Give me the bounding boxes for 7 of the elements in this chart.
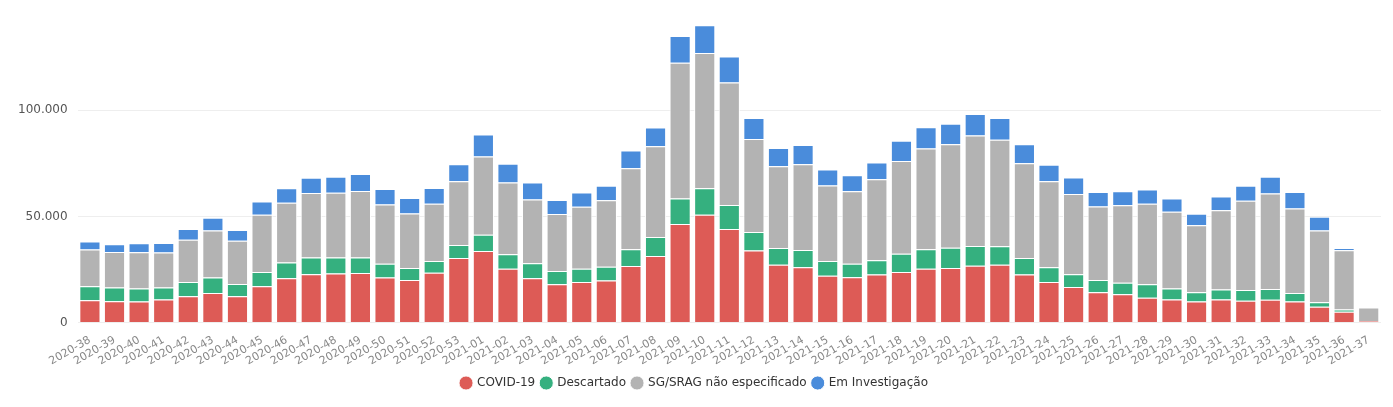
legend-label: Descartado [557, 375, 627, 390]
y-tick-label: 50.000 [25, 208, 68, 223]
legend-label: Em Investigação [828, 375, 928, 390]
y-tick-label: 100.000 [18, 102, 68, 117]
legend-label: COVID-19 [477, 375, 536, 390]
y-tick-label: 0 [59, 314, 68, 329]
legend-label: SG/SRAG não especificado [648, 375, 807, 390]
